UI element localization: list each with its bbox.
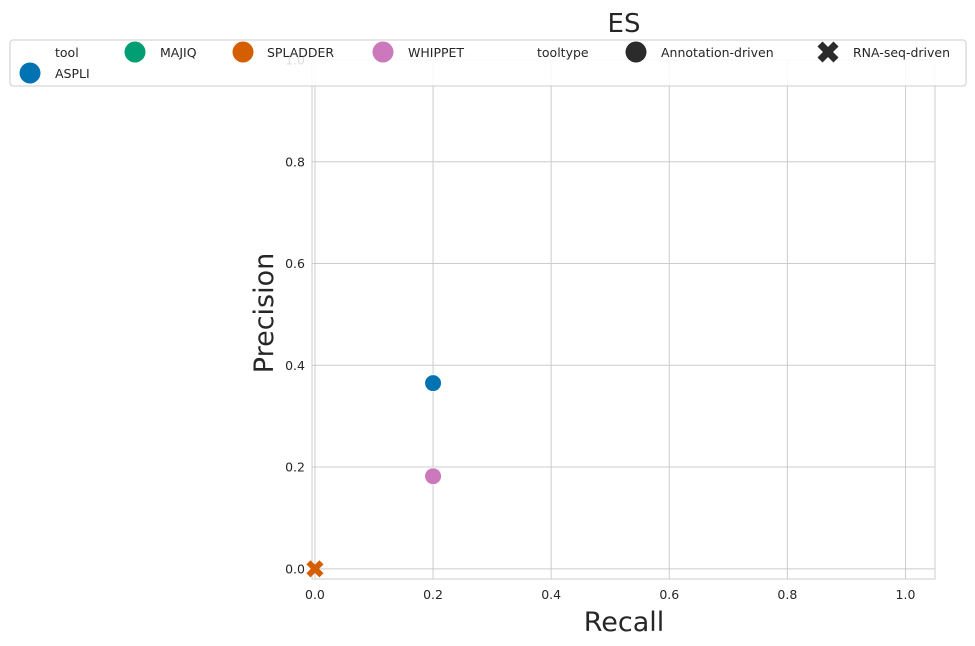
x-tick-label: 0.2 [423,587,443,602]
legend-marker-whippet [372,41,394,63]
x-tick-label: 0.6 [659,587,679,602]
chart-title: ES [608,9,641,39]
x-tick-label: 0.0 [305,587,325,602]
legend-tooltype-header: tooltype [537,45,589,60]
legend-label-whippet: WHIPPET [408,45,464,60]
x-tick-label: 1.0 [896,587,916,602]
legend-tool-header: tool [55,45,79,60]
data-point-aspli [424,374,443,393]
y-tick-label: 0.8 [285,154,305,169]
x-axis-title: Recall [584,607,665,638]
legend-label-majiq: MAJIQ [160,45,197,60]
y-tick-label: 0.2 [285,460,305,475]
data-points [306,374,443,578]
legend-label-rna-seq-driven: RNA-seq-driven [853,45,950,60]
legend-marker-rna-seq-driven [817,41,839,63]
data-point-whippet [424,467,443,486]
legend-marker-spladder [232,41,254,63]
y-tick-label: 0.4 [285,358,305,373]
legend-label-aspli: ASPLI [55,66,90,81]
legend-marker-annotation-driven [625,41,647,63]
plot-area [312,60,935,579]
y-tick-label: 0.6 [285,256,305,271]
data-point-spladder [306,560,324,578]
y-tick-label: 0.0 [285,561,305,576]
x-tick-label: 0.4 [541,587,561,602]
legend: tool tooltype ASPLI MAJIQ SPLADDER WHIPPET Ann… [9,39,967,87]
legend-label-spladder: SPLADDER [267,45,334,60]
legend-marker-aspli [19,62,41,84]
legend-label-annotation-driven: Annotation-driven [661,45,774,60]
legend-marker-majiq [124,41,146,63]
y-axis-title: Precision [249,253,280,373]
x-tick-label: 0.8 [777,587,797,602]
